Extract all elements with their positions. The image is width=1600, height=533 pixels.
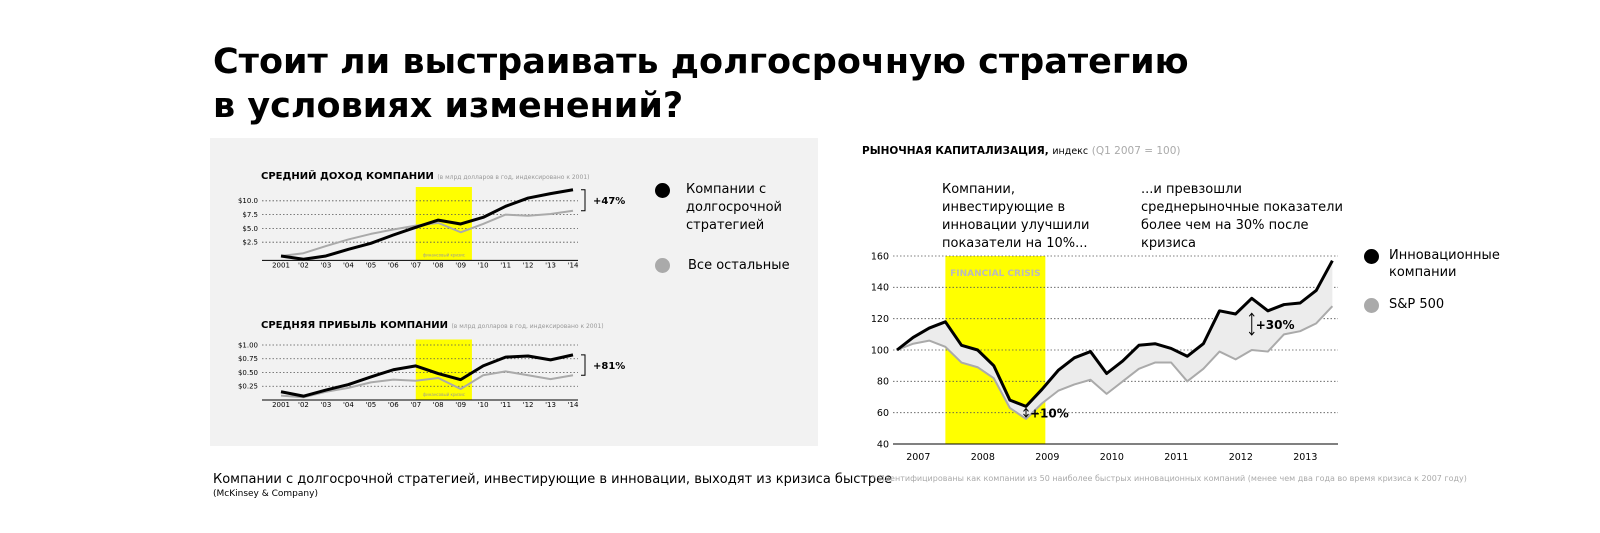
x-tick-label: '07 <box>410 401 421 409</box>
series-line <box>280 370 574 399</box>
x-tick-label: 2010 <box>1100 452 1124 463</box>
title: СРЕДНИЙ ДОХОД КОМПАНИИ <box>261 169 434 182</box>
caption: Компании с долгосрочной стратегией, инве… <box>213 472 892 487</box>
x-tick-label: 2007 <box>906 452 930 463</box>
x-tick-label: '13 <box>545 401 556 409</box>
title: СРЕДНЯЯ ПРИБЫЛЬ КОМПАНИИ <box>261 320 448 331</box>
x-tick-label: '10 <box>478 401 489 409</box>
highlight-label: финансовый кризис <box>423 392 465 397</box>
highlight-label: финансовый кризис <box>423 252 465 257</box>
x-tick-label: '04 <box>343 401 354 409</box>
annotation: +30% <box>1256 318 1295 332</box>
chart-title: СРЕДНЯЯ ПРИБЫЛЬ КОМПАНИИ (в млрд долларо… <box>261 320 604 331</box>
legend-label: Все остальные <box>688 258 790 273</box>
annotation: +81% <box>593 361 625 372</box>
y-tick-label: 60 <box>877 408 889 419</box>
x-tick-label: '06 <box>388 401 399 409</box>
legend-label: S&P 500 <box>1389 297 1445 312</box>
y-tick-label: $2.5 <box>242 239 258 247</box>
series-line <box>280 188 574 261</box>
arrow-head <box>1248 312 1255 336</box>
x-tick-label: '05 <box>365 261 376 269</box>
x-tick-label: '02 <box>298 261 309 269</box>
x-tick-label: '09 <box>455 401 466 409</box>
chart-title: СРЕДНИЙ ДОХОД КОМПАНИИ (в млрд долларов … <box>261 169 589 182</box>
footnote: * Идентифицированы как компании из 50 на… <box>872 474 1467 483</box>
annotation: +10% <box>1030 407 1069 421</box>
annotation: ...и превзошли среднерыночные показатели… <box>1141 182 1343 251</box>
bracket <box>581 189 586 212</box>
y-tick-label: $10.0 <box>238 197 258 205</box>
y-tick-label: $1.00 <box>238 341 258 349</box>
title: РЫНОЧНАЯ КАПИТАЛИЗАЦИЯ, <box>862 145 1049 157</box>
x-tick-label: '08 <box>433 401 444 409</box>
x-tick-label: '02 <box>298 401 309 409</box>
legend-marker <box>655 183 670 198</box>
x-tick-label: '09 <box>455 261 466 269</box>
x-tick-label: '08 <box>433 261 444 269</box>
annotation: Компании, инвестирующие в инновации улуч… <box>942 182 1090 251</box>
x-tick-label: 2009 <box>1035 452 1059 463</box>
y-tick-label: $0.75 <box>238 355 258 363</box>
arrow-head <box>1023 407 1029 418</box>
y-tick-label: 40 <box>877 439 889 450</box>
x-tick-label: '04 <box>343 261 354 269</box>
y-tick-label: 140 <box>871 283 889 294</box>
x-tick-label: '12 <box>523 261 534 269</box>
x-tick-label: '05 <box>365 401 376 409</box>
subtitle: (в млрд долларов в год, индексировано к … <box>451 323 603 330</box>
x-tick-label: '03 <box>321 261 332 269</box>
y-tick-label: 100 <box>871 345 889 356</box>
x-tick-label: 2001 <box>272 261 290 269</box>
note: (Q1 2007 = 100) <box>1092 145 1181 157</box>
y-tick-label: 80 <box>877 377 889 388</box>
source: (McKinsey & Company) <box>213 489 318 499</box>
subtitle: индекс <box>1052 146 1088 157</box>
x-tick-label: '14 <box>568 401 579 409</box>
x-tick-label: 2013 <box>1293 452 1317 463</box>
series-line <box>896 259 1334 408</box>
series-line <box>280 353 574 398</box>
x-tick-label: 2008 <box>971 452 995 463</box>
annotation: +47% <box>593 196 625 207</box>
legend-label: Компании с долгосрочной стратегией <box>686 182 782 233</box>
y-tick-label: $0.25 <box>238 383 258 391</box>
x-tick-label: 2001 <box>272 401 290 409</box>
x-tick-label: '11 <box>500 261 511 269</box>
y-tick-label: 160 <box>871 251 889 262</box>
y-tick-label: $5.0 <box>242 225 258 233</box>
legend-label: Инновационные компании <box>1389 248 1500 280</box>
y-tick-label: $7.5 <box>242 211 258 219</box>
x-tick-label: 2011 <box>1164 452 1188 463</box>
subtitle: (в млрд долларов в год, индексировано к … <box>437 174 589 181</box>
y-tick-label: 120 <box>871 314 889 325</box>
legend-marker <box>655 258 670 273</box>
x-tick-label: '13 <box>545 261 556 269</box>
x-tick-label: '06 <box>388 261 399 269</box>
legend-marker <box>1364 249 1379 264</box>
x-tick-label: '03 <box>321 401 332 409</box>
x-tick-label: '10 <box>478 261 489 269</box>
legend-marker <box>1364 298 1379 313</box>
x-tick-label: '12 <box>523 401 534 409</box>
x-tick-label: 2012 <box>1229 452 1253 463</box>
chart-title: РЫНОЧНАЯ КАПИТАЛИЗАЦИЯ, индекс (Q1 2007 … <box>862 145 1181 157</box>
highlight-label: FINANCIAL CRISIS <box>950 269 1041 279</box>
page-title: Стоит ли выстраивать долгосрочную страте… <box>213 42 1189 82</box>
x-tick-label: '07 <box>410 261 421 269</box>
x-tick-label: '14 <box>568 261 579 269</box>
y-tick-label: $0.50 <box>238 369 258 377</box>
series-line <box>896 305 1334 420</box>
page-title: в условиях изменений? <box>213 86 683 126</box>
bracket <box>581 354 586 376</box>
x-tick-label: '11 <box>500 401 511 409</box>
